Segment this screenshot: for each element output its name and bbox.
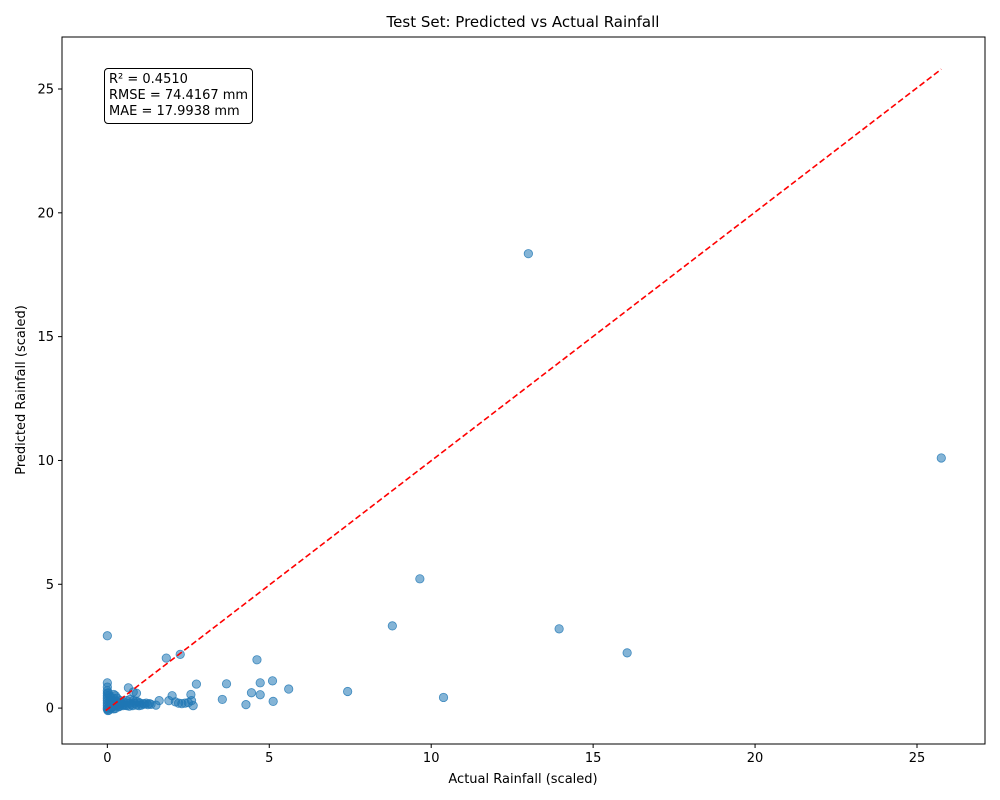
data-point [415,574,425,584]
data-point [183,698,193,708]
data-point [284,684,294,694]
data-point [343,686,353,697]
data-point [134,701,144,711]
data-point [110,703,120,714]
y-tick-label: 25 [37,83,54,98]
data-point [146,699,156,709]
data-point [221,679,232,689]
data-point [191,679,201,689]
x-tick-label: 20 [747,751,764,766]
data-point [164,696,174,706]
x-ticks: 0 5 10 15 20 25 [103,744,925,766]
data-point [387,621,397,631]
data-point [622,648,632,658]
y-tick-label: 15 [37,330,54,345]
data-point [255,678,265,688]
data-point [268,696,278,707]
y-tick-label: 20 [37,206,54,221]
y-tick-label: 0 [46,702,54,717]
data-point [102,631,112,641]
points-layer [102,249,946,716]
y-tick-label: 10 [37,454,54,469]
data-point [438,692,449,703]
data-point [554,624,564,634]
mae-text: MAE = 17.9938 mm [109,104,240,119]
reference-line [105,68,942,712]
chart-title: Test Set: Predicted vs Actual Rainfall [386,13,660,31]
r2-text: R² = 0.4510 [109,72,188,87]
y-ticks: 0 5 10 15 20 25 [37,83,62,717]
data-point [267,676,278,686]
data-point [523,249,533,259]
data-point [255,690,265,700]
data-point [246,688,257,698]
x-tick-label: 5 [265,751,273,766]
reference-line-layer [105,68,942,712]
y-tick-label: 5 [46,578,54,593]
data-point [161,653,171,663]
rmse-text: RMSE = 74.4167 mm [109,88,249,103]
data-point [241,700,251,710]
x-tick-label: 10 [423,751,440,766]
data-point [252,655,262,665]
x-tick-label: 15 [585,751,602,766]
y-axis-label: Predicted Rainfall (scaled) [14,305,29,475]
x-tick-label: 25 [909,751,926,766]
data-point [936,453,946,463]
metrics-annotation: R² = 0.4510 RMSE = 74.4167 mm MAE = 17.9… [104,68,254,124]
x-tick-label: 0 [103,751,111,766]
data-point [217,694,227,705]
data-point [104,691,114,701]
x-axis-label: Actual Rainfall (scaled) [448,772,597,787]
